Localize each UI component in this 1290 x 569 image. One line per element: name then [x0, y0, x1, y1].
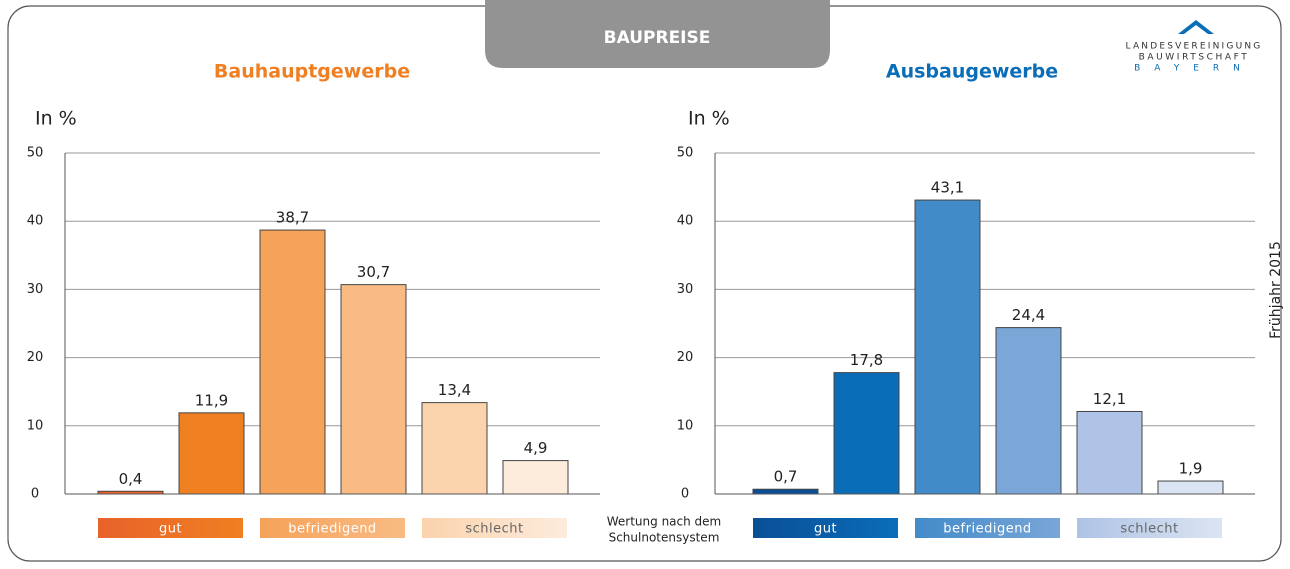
bar — [1157, 480, 1224, 495]
data-label: 1,9 — [1179, 460, 1203, 478]
header-title: BAUPREISE — [604, 28, 711, 48]
legend-swatch — [753, 518, 898, 538]
data-label: 0,4 — [119, 470, 143, 488]
logo-line: LANDESVEREINIGUNG — [1126, 42, 1263, 52]
y-tick-label: 50 — [677, 146, 694, 161]
bar — [259, 229, 326, 495]
legend-label: schlecht — [1120, 522, 1178, 537]
data-label: 43,1 — [931, 179, 964, 197]
y-tick-label: 50 — [27, 146, 44, 161]
y-tick-label: 20 — [27, 350, 44, 365]
legend-swatch — [422, 518, 567, 538]
bar — [1076, 410, 1143, 495]
bar — [833, 372, 900, 495]
header-tab — [485, 0, 830, 68]
chart-title: Ausbaugewerbe — [886, 61, 1058, 83]
y-tick-label: 0 — [681, 487, 689, 502]
data-label: 38,7 — [276, 209, 309, 227]
data-label: 13,4 — [438, 381, 471, 399]
side-label: Frühjahr 2015 — [1268, 241, 1284, 339]
legend-swatch — [98, 518, 243, 538]
bar — [752, 488, 819, 495]
legend-label: gut — [814, 522, 837, 537]
legend-swatch — [915, 518, 1060, 538]
bar — [340, 284, 407, 495]
bar — [178, 412, 245, 495]
y-tick-label: 30 — [27, 282, 44, 297]
y-axis-label: In % — [35, 108, 77, 130]
data-label: 30,7 — [357, 263, 390, 281]
bar — [421, 402, 488, 495]
data-label: 17,8 — [850, 351, 883, 369]
legend-caption: Wertung nach dem — [607, 515, 722, 529]
y-tick-label: 30 — [677, 282, 694, 297]
bar — [914, 199, 981, 495]
legend-swatch — [1077, 518, 1222, 538]
chart-title: Bauhauptgewerbe — [214, 61, 410, 83]
data-label: 0,7 — [774, 468, 798, 486]
y-tick-label: 40 — [27, 214, 44, 229]
y-tick-label: 10 — [677, 418, 694, 433]
y-tick-label: 40 — [677, 214, 694, 229]
data-label: 4,9 — [524, 439, 548, 457]
y-tick-label: 10 — [27, 418, 44, 433]
logo-mark — [1178, 20, 1214, 34]
bar — [502, 460, 569, 495]
y-tick-label: 0 — [31, 487, 39, 502]
legend-label: befriedigend — [943, 522, 1031, 537]
data-label: 11,9 — [195, 391, 228, 409]
legend-label: gut — [159, 522, 182, 537]
legend-label: schlecht — [465, 522, 523, 537]
y-tick-label: 20 — [677, 350, 694, 365]
logo-line: BAYERN — [1134, 64, 1254, 74]
legend-label: befriedigend — [288, 522, 376, 537]
y-axis-label: In % — [688, 108, 730, 130]
bar — [995, 327, 1062, 495]
data-label: 12,1 — [1093, 390, 1126, 408]
legend-caption: Schulnotensystem — [609, 531, 720, 545]
data-label: 24,4 — [1012, 306, 1045, 324]
logo-line: BAUWIRTSCHAFT — [1139, 53, 1250, 63]
legend-swatch — [260, 518, 405, 538]
